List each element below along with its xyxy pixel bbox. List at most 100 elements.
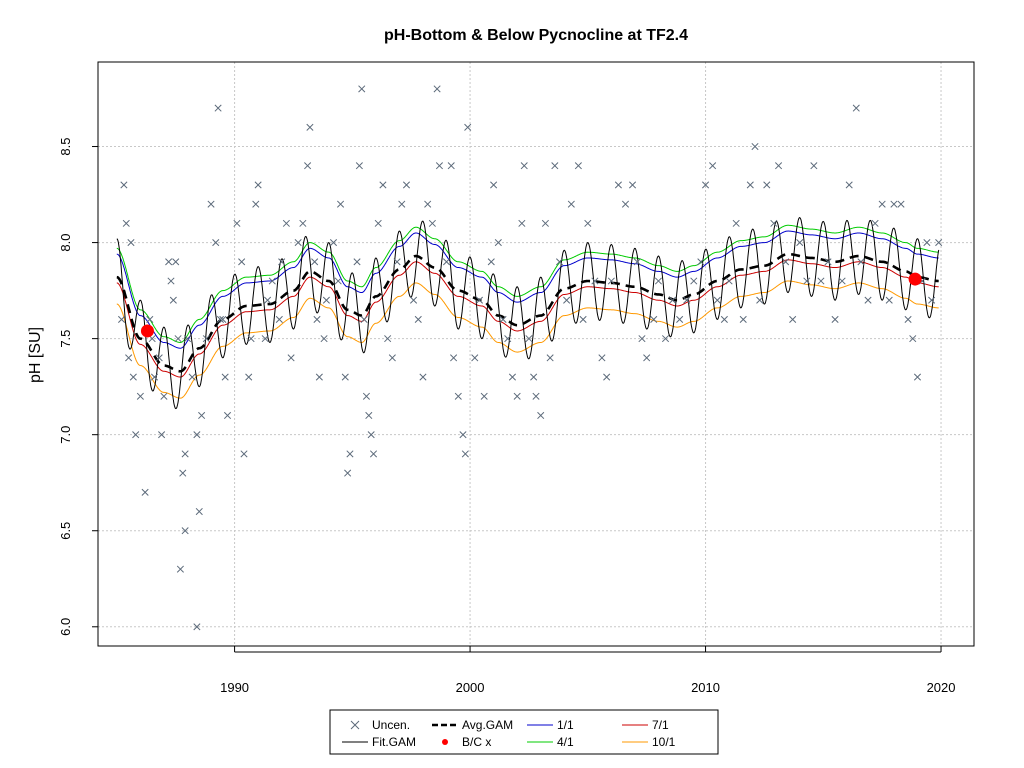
uncen-point (669, 296, 677, 304)
uncen-point (487, 258, 495, 266)
uncen-point (254, 181, 262, 189)
uncen-point (756, 296, 764, 304)
uncen-point (845, 181, 853, 189)
uncen-point (654, 277, 663, 285)
uncen-point (551, 162, 559, 170)
series-fit-gam (116, 217, 940, 410)
series-1-1 (116, 230, 939, 349)
uncen-point (525, 335, 533, 343)
uncen-point (329, 239, 338, 247)
uncen-point (322, 296, 330, 304)
uncen-point (193, 623, 201, 631)
uncen-point (701, 181, 710, 189)
uncen-point (633, 258, 641, 266)
uncen-point (388, 354, 396, 362)
uncen-point (563, 296, 571, 304)
uncen-point (125, 354, 133, 362)
uncen-point (690, 277, 698, 285)
uncen-point (221, 373, 229, 381)
uncen-point (928, 296, 936, 304)
uncen-point (763, 181, 771, 189)
uncen-point (520, 162, 528, 170)
uncen-point (315, 373, 323, 381)
uncen-point (240, 450, 248, 458)
uncen-point (341, 373, 349, 381)
uncen-point (419, 373, 427, 381)
x-tick-label: 2000 (456, 680, 485, 695)
uncen-point (490, 181, 498, 189)
legend-symbol-bc (442, 739, 448, 745)
uncen-point (414, 315, 422, 323)
uncen-point (304, 162, 312, 170)
uncen-point (579, 315, 587, 323)
y-tick-label: 7.5 (58, 330, 73, 348)
plot-frame (97, 61, 975, 647)
grid (98, 62, 974, 646)
uncen-point (365, 411, 373, 420)
uncen-point (584, 219, 592, 227)
uncen-point (409, 296, 418, 304)
uncen-point (424, 200, 432, 208)
uncen-point (607, 277, 615, 285)
legend-label-fit_gam: Fit.GAM (372, 735, 416, 749)
uncen-point (751, 142, 759, 151)
uncen-point (530, 373, 538, 381)
uncen-point (165, 258, 173, 266)
uncen-point (167, 277, 175, 285)
uncen-point (450, 354, 458, 362)
uncen-point (174, 335, 182, 343)
uncen-point (746, 181, 754, 189)
uncen-point (683, 296, 691, 304)
uncen-point (306, 123, 314, 131)
uncen-point (136, 392, 144, 400)
uncen-point (358, 85, 366, 93)
y-tick-label: 6.0 (58, 618, 73, 636)
uncen-point (857, 258, 865, 266)
uncen-point (435, 162, 444, 170)
y-tick-label: 6.5 (58, 522, 73, 540)
uncen-point (299, 219, 307, 227)
uncen-point (574, 162, 582, 170)
uncen-point (169, 296, 177, 304)
uncen-point (127, 239, 135, 247)
uncen-point (252, 200, 260, 208)
uncen-point (294, 239, 302, 247)
uncen-point (181, 450, 189, 458)
uncen-point (709, 162, 717, 170)
uncen-point (494, 239, 502, 247)
y-axis: 6.0 6.5 7.0 7.5 8.0 8.5 (58, 137, 98, 636)
series-avg-gam (116, 252, 939, 373)
uncen-point (878, 200, 886, 208)
x-axis: 1990 2000 2010 2020 (220, 646, 955, 695)
uncen-point (193, 431, 201, 439)
uncen-point (643, 354, 651, 362)
uncen-point (732, 219, 740, 227)
uncen-point (334, 277, 342, 285)
uncen-point (614, 181, 622, 189)
uncen-point (871, 219, 879, 227)
legend: Uncen. Avg.GAM 1/1 7/1 Fit.GAM B/C x 4/1 10/1 (329, 709, 719, 755)
uncen-point (459, 431, 467, 439)
uncen-point (480, 392, 488, 400)
x-tick-label: 1990 (220, 680, 249, 695)
legend-label-s10_1: 10/1 (652, 735, 676, 749)
uncen-point (179, 469, 187, 477)
uncen-point (379, 181, 387, 189)
uncen-point (360, 315, 368, 323)
uncen-point (393, 258, 401, 266)
uncen-point (172, 258, 180, 266)
uncen-point (796, 239, 804, 247)
uncen-point (909, 335, 917, 343)
y-tick-label: 7.0 (58, 426, 73, 444)
uncen-point (935, 239, 943, 247)
uncen-point (852, 104, 860, 112)
uncen-point (442, 258, 451, 266)
uncen-point (346, 450, 354, 458)
uncen-point (158, 431, 166, 439)
uncen-point (122, 219, 130, 227)
uncen-point (362, 392, 371, 400)
uncen-point (155, 354, 163, 362)
uncen-point (591, 277, 599, 285)
uncen-point (428, 219, 436, 227)
